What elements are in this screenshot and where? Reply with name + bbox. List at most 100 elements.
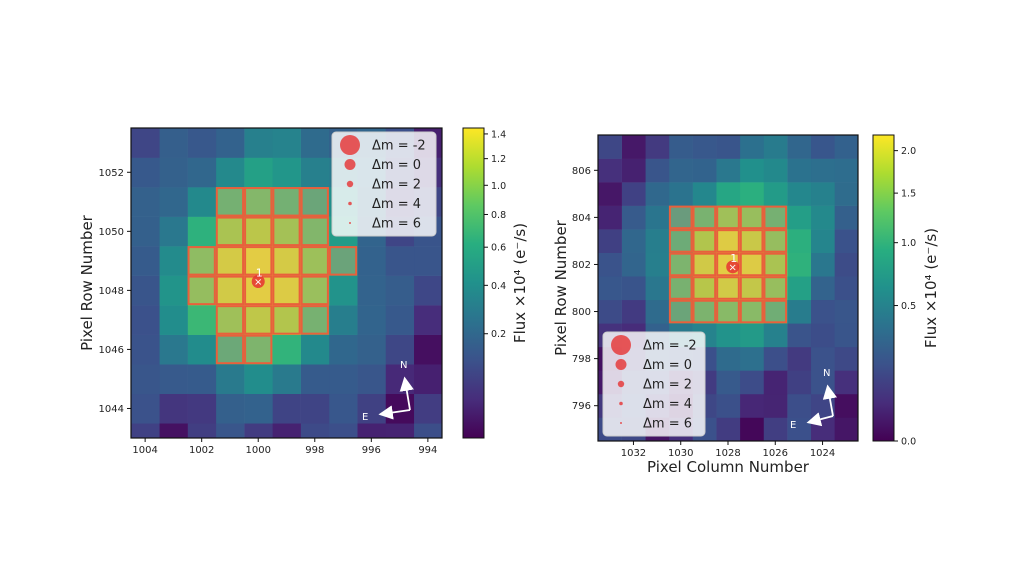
flux-pixel [739, 346, 764, 371]
flux-pixel [159, 423, 188, 439]
flux-pixel [645, 158, 670, 183]
flux-pixel [244, 157, 273, 188]
y-tick-label: 1046 [99, 345, 124, 356]
flux-pixel [357, 305, 386, 335]
flux-pixel [244, 187, 273, 217]
aperture-pixel [716, 229, 740, 253]
flux-pixel [187, 305, 217, 335]
flux-pixel [244, 364, 273, 395]
flux-pixel [763, 252, 788, 277]
flux-pixel [272, 128, 301, 158]
legend: Δm = -2 Δm = 0 Δm = 2 Δm = 4 Δm = 6 [602, 331, 706, 437]
flux-pixel [300, 275, 330, 306]
flux-pixel [272, 187, 301, 217]
flux-pixel [131, 246, 160, 276]
flux-pixel [739, 158, 764, 183]
y-tick-label: 804 [572, 213, 591, 224]
flux-pixel [300, 128, 330, 158]
x-tick-label: 1030 [668, 448, 693, 459]
flux-pixel [215, 423, 245, 439]
flux-pixel [621, 252, 646, 277]
legend-entry-label: Δm = 0 [372, 158, 421, 173]
flux-pixel [244, 305, 273, 335]
flux-pixel [357, 246, 386, 276]
flux-pixel [787, 229, 812, 253]
target-cross-icon: × [254, 277, 262, 288]
aperture-pixel [692, 276, 717, 300]
legend-marker [340, 135, 360, 155]
flux-pixel [692, 229, 717, 253]
aperture-pixel [272, 216, 301, 247]
legend-entry-label: Δm = 4 [372, 197, 421, 212]
aperture-pixel [300, 216, 329, 247]
colorbar-tick-label: 0.5 [901, 301, 916, 312]
aperture-pixel [244, 187, 273, 217]
legend-entry-label: Δm = -2 [372, 139, 426, 154]
flux-pixel [300, 187, 330, 217]
flux-pixel [692, 299, 717, 324]
aperture-pixel [244, 246, 273, 276]
flux-pixel [810, 229, 835, 253]
flux-pixel [692, 135, 717, 159]
flux-pixel [810, 276, 835, 301]
legend-marker [349, 222, 351, 224]
aperture-pixel [244, 305, 273, 335]
flux-pixel [215, 275, 245, 306]
flux-pixel [131, 305, 160, 335]
flux-pixel [357, 364, 386, 395]
flux-pixel [645, 205, 670, 230]
flux-pixel [244, 423, 273, 439]
flux-pixel [300, 216, 330, 247]
colorbar-tick-label: 1.5 [901, 189, 916, 200]
flux-pixel [763, 182, 788, 206]
flux-pixel [834, 370, 859, 395]
flux-pixel [131, 157, 160, 188]
flux-pixel [739, 417, 764, 442]
flux-pixel [328, 393, 358, 424]
flux-pixel [413, 305, 443, 335]
flux-pixel [328, 423, 358, 439]
flux-pixel [810, 252, 835, 277]
legend-entry-label: Δm = 0 [643, 358, 692, 373]
flux-pixel [739, 370, 764, 395]
flux-pixel [645, 252, 670, 277]
legend-marker [611, 335, 631, 355]
colorbar-title: Flux ×10⁴ (e⁻/s) [511, 223, 529, 343]
target-star-marker [726, 260, 740, 274]
flux-pixel [763, 205, 788, 230]
x-tick-label: 996 [362, 445, 381, 456]
flux-pixel [834, 276, 859, 301]
flux-pixel [272, 246, 301, 276]
flux-pixel [131, 216, 160, 247]
aperture-pixel [763, 229, 788, 253]
aperture-pixel [739, 229, 764, 253]
flux-pixel [598, 229, 622, 253]
aperture-pixel [716, 205, 740, 230]
flux-pixel [215, 157, 245, 188]
compass-east-label: E [362, 412, 368, 423]
legend-marker [619, 401, 623, 406]
flux-pixel [834, 323, 859, 348]
flux-pixel [692, 276, 717, 301]
flux-pixel [300, 246, 330, 276]
legend-marker [344, 159, 356, 170]
flux-pixel [159, 393, 188, 424]
flux-pixel [645, 299, 670, 324]
flux-pixel [272, 423, 301, 439]
flux-pixel [244, 393, 273, 424]
flux-pixel [716, 346, 741, 371]
colorbar-tick-label: 1.2 [491, 154, 506, 165]
flux-pixel [131, 364, 160, 395]
flux-pixel [300, 364, 330, 395]
flux-pixel [739, 229, 764, 253]
flux-pixel [328, 246, 358, 276]
flux-pixel [187, 364, 217, 395]
flux-pixel [357, 423, 386, 439]
legend-entry-label: Δm = 6 [372, 217, 421, 232]
flux-pixel [787, 417, 812, 442]
flux-pixel [692, 182, 717, 206]
flux-pixel [692, 205, 717, 230]
aperture-pixel [272, 305, 301, 335]
aperture-pixel [716, 276, 740, 300]
